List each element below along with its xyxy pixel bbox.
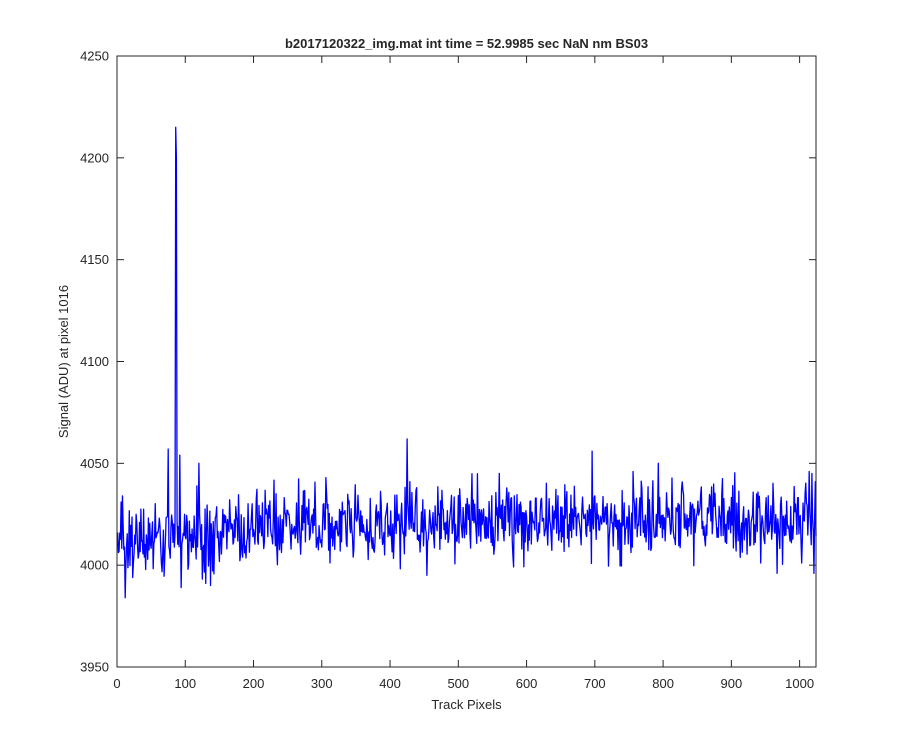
x-tick-label: 0	[113, 676, 120, 691]
y-axis-label: Signal (ADU) at pixel 1016	[56, 285, 71, 438]
x-tick-label: 1000	[785, 676, 814, 691]
chart-title: b2017120322_img.mat int time = 52.9985 s…	[285, 36, 648, 51]
x-tick-label: 100	[174, 676, 196, 691]
x-tick-label: 400	[379, 676, 401, 691]
x-axis-label: Track Pixels	[431, 697, 502, 712]
y-tick-label: 4000	[80, 558, 109, 573]
y-tick-label: 4200	[80, 150, 109, 165]
y-tick-label: 4100	[80, 354, 109, 369]
y-tick-label: 4050	[80, 456, 109, 471]
plot-area	[117, 56, 816, 667]
ticks-layer: 0 100 200 300 400 500 600 700 800 900 1000 3950 4000…	[80, 49, 816, 691]
x-tick-label: 800	[652, 676, 674, 691]
x-tick-label: 500	[447, 676, 469, 691]
x-tick-label: 300	[311, 676, 333, 691]
x-tick-label: 200	[243, 676, 265, 691]
x-tick-label: 600	[516, 676, 538, 691]
y-tick-label: 4250	[80, 49, 109, 64]
series-line-0	[117, 126, 817, 599]
y-tick-label: 3950	[80, 660, 109, 675]
y-tick-label: 4150	[80, 252, 109, 267]
x-tick-label: 900	[721, 676, 743, 691]
axes-box	[116, 55, 817, 668]
series-layer	[117, 126, 817, 599]
x-tick-label: 700	[584, 676, 606, 691]
